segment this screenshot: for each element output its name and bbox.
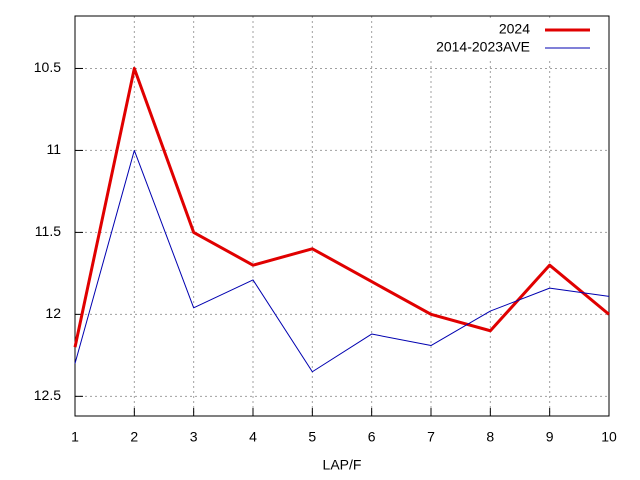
x-tick-label: 4 <box>249 429 257 445</box>
x-tick-label: 10 <box>601 429 617 445</box>
x-tick-label: 3 <box>190 429 198 445</box>
y-tick-label: 12 <box>45 305 61 321</box>
legend-label: 2014-2023AVE <box>436 39 530 55</box>
y-tick-label: 11.5 <box>35 223 61 239</box>
x-tick-label: 5 <box>308 429 316 445</box>
series-line <box>74 149 610 373</box>
y-tick-label: 11 <box>46 141 61 157</box>
x-tick-label: 6 <box>368 429 376 445</box>
series-line <box>73 66 610 348</box>
x-tick-label: 9 <box>546 429 554 445</box>
x-tick-label: 2 <box>130 429 138 445</box>
y-tick-label: 10.5 <box>34 59 61 75</box>
legend-box <box>414 20 608 58</box>
x-tick-label: 8 <box>486 429 494 445</box>
x-tick-label: 1 <box>71 429 79 445</box>
legend-label: 2024 <box>499 21 530 37</box>
x-tick-label: 7 <box>427 429 435 445</box>
y-tick-label: 12.5 <box>34 387 61 403</box>
x-axis-label: LAP/F <box>323 457 362 473</box>
plot-frame <box>74 15 610 417</box>
